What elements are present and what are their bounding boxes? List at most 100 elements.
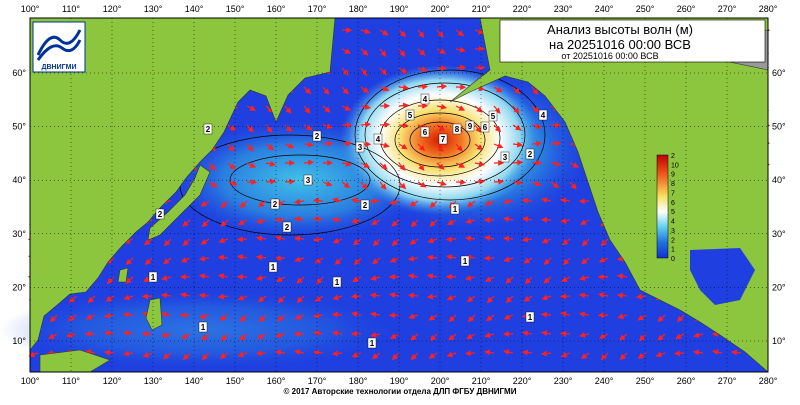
lon-label-top: 110° xyxy=(62,4,80,14)
title: Анализ высоты волн (м) xyxy=(547,22,693,37)
lon-label-bottom: 160° xyxy=(267,376,286,386)
contour-label: 3 xyxy=(503,153,508,162)
contour-label: 4 xyxy=(376,135,381,144)
lon-label-top: 230° xyxy=(554,4,573,14)
lat-label-left: 60° xyxy=(12,68,26,78)
contour-label: 1 xyxy=(463,257,468,266)
colorbar-label: 5 xyxy=(671,209,675,216)
lat-label-right: 50° xyxy=(772,122,786,132)
arrow xyxy=(285,181,294,182)
lat-label-left: 40° xyxy=(12,175,26,185)
contour-label: 4 xyxy=(423,95,428,104)
arrow xyxy=(380,124,389,125)
arrow xyxy=(238,239,247,240)
lon-label-bottom: 270° xyxy=(718,376,737,386)
lat-label-left: 20° xyxy=(12,282,26,292)
arrow xyxy=(361,124,370,125)
lon-label-bottom: 260° xyxy=(677,376,696,386)
colorbar-label: 2 xyxy=(671,153,675,160)
lon-label-bottom: 220° xyxy=(513,376,532,386)
contour-label: 3 xyxy=(358,143,363,152)
colorbar-label: 9 xyxy=(671,172,675,179)
contour-label: 6 xyxy=(483,123,488,132)
lon-label-top: 160° xyxy=(267,4,286,14)
lat-label-right: 40° xyxy=(772,175,786,185)
arrow xyxy=(257,353,266,354)
lon-label-top: 140° xyxy=(185,4,204,14)
contour-label: 7 xyxy=(441,135,446,144)
footer: © 2017 Авторские технологии отдела ДЛП Ф… xyxy=(284,387,517,396)
contour-label: 1 xyxy=(528,313,533,322)
lat-label-left: 50° xyxy=(12,122,26,132)
colorbar-label: 8 xyxy=(671,181,675,188)
contour-label: 2 xyxy=(363,201,368,210)
lon-label-top: 180° xyxy=(349,4,368,14)
colorbar-label: 2 xyxy=(671,237,675,244)
lon-label-top: 170° xyxy=(308,4,327,14)
lat-label-left: 10° xyxy=(12,336,26,346)
lon-label-top: 130° xyxy=(144,4,163,14)
lon-label-top: 280° xyxy=(759,4,778,14)
arrow xyxy=(266,181,275,182)
lon-label-top: 100° xyxy=(21,4,40,14)
lon-label-bottom: 100° xyxy=(21,376,40,386)
contour-label: 9 xyxy=(468,122,473,131)
lon-label-top: 250° xyxy=(636,4,655,14)
contour-label: 8 xyxy=(455,125,460,134)
contour-label: 5 xyxy=(408,111,413,120)
arrow xyxy=(542,314,551,315)
lon-label-bottom: 280° xyxy=(759,376,778,386)
lon-label-bottom: 170° xyxy=(308,376,327,386)
colorbar-label: 7 xyxy=(671,190,675,197)
contour-label: 2 xyxy=(315,132,320,141)
lon-label-bottom: 190° xyxy=(390,376,409,386)
arrow xyxy=(418,86,427,87)
contour-label: 1 xyxy=(271,263,276,272)
lon-label-top: 220° xyxy=(513,4,532,14)
contour-label: 1 xyxy=(201,323,206,332)
arrow xyxy=(551,143,560,144)
lat-label-right: 30° xyxy=(772,229,786,239)
arrow xyxy=(333,314,342,315)
colorbar-label: 6 xyxy=(671,200,675,207)
arrow xyxy=(447,239,456,240)
lat-label-left: 30° xyxy=(12,229,26,239)
arrow xyxy=(124,314,133,315)
arrow xyxy=(561,296,570,297)
arrow xyxy=(342,143,351,144)
lat-label-right: 60° xyxy=(772,68,786,78)
contour-label: 2 xyxy=(206,125,211,134)
colorbar-label: 4 xyxy=(671,219,675,226)
lon-label-top: 190° xyxy=(390,4,409,14)
lon-label-bottom: 110° xyxy=(62,376,80,386)
arrow xyxy=(352,296,361,297)
colorbar-label: 3 xyxy=(671,228,675,235)
contour-label: 1 xyxy=(370,339,375,348)
contour-label: 2 xyxy=(285,223,290,232)
arrow xyxy=(143,296,152,297)
contour-label: 4 xyxy=(541,111,546,120)
colorbar-label: 0 xyxy=(671,256,675,263)
contour-label: 1 xyxy=(151,273,156,282)
lat-label-right: 20° xyxy=(772,282,786,292)
contour-label: 2 xyxy=(273,200,278,209)
contour-label: 5 xyxy=(491,112,496,121)
colorbar-label: 10 xyxy=(671,162,679,169)
contour-label: 1 xyxy=(335,278,340,287)
lon-label-bottom: 240° xyxy=(595,376,614,386)
lon-label-bottom: 140° xyxy=(185,376,204,386)
arrow xyxy=(437,86,446,87)
arrow xyxy=(219,257,228,258)
arrow xyxy=(475,67,484,68)
contour-label: 1 xyxy=(453,205,458,214)
lat-label-right: 10° xyxy=(772,336,786,346)
logo-text: ДВНИГМИ xyxy=(42,64,77,71)
subtitle: на 20251016 00:00 ВСВ xyxy=(549,37,691,52)
contour-label: 2 xyxy=(158,210,163,219)
arrow xyxy=(475,181,484,182)
arrow xyxy=(323,143,332,144)
lon-label-bottom: 130° xyxy=(144,376,163,386)
issued: от 20251016 00:00 ВСВ xyxy=(561,51,658,61)
lon-label-top: 240° xyxy=(595,4,614,14)
